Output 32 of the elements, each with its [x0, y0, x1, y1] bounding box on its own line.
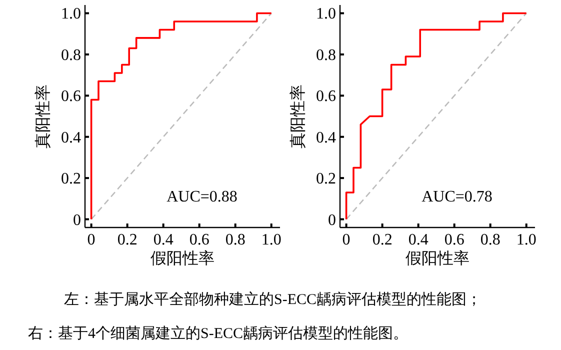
y-tick-label: 1.0: [316, 6, 336, 23]
x-tick-label: 0.2: [117, 232, 138, 248]
x-tick-label: 1.0: [516, 232, 536, 248]
x-tick-label: 0.8: [480, 232, 500, 248]
y-tick-label: 0.6: [61, 88, 81, 106]
y-tick-label: 0.6: [316, 88, 336, 106]
x-axis-title: 假阳性率: [406, 250, 470, 268]
annotation: AUC=0.88: [166, 188, 238, 206]
x-tick-label: 0.8: [225, 232, 246, 248]
y-axis-title: 真阳性率: [289, 84, 307, 148]
x-tick-label: 0: [87, 232, 96, 248]
x-tick-label: 0: [342, 232, 350, 248]
y-tick-label: 0: [328, 212, 336, 229]
y-axis-title: 真阳性率: [34, 84, 52, 148]
annotation: AUC=0.78: [422, 188, 492, 206]
y-tick-label: 0.2: [61, 170, 81, 188]
y-tick-label: 0.4: [61, 129, 81, 146]
y-tick-label: 1.0: [61, 6, 81, 23]
y-tick-label: 0.2: [316, 170, 336, 188]
x-tick-label: 0.4: [153, 232, 174, 248]
text: 右：基于4个细菌属建立的S-ECC龋病评估模型的性能图。: [28, 325, 408, 342]
x-tick-label: 0.2: [372, 232, 392, 248]
y-tick-label: 0.8: [61, 46, 81, 64]
x-axis-title: 假阳性率: [150, 250, 214, 268]
x-tick-label: 0.6: [444, 232, 464, 248]
text: 左：基于属水平全部物种建立的S-ECC龋病评估模型的性能图；: [64, 291, 482, 308]
y-tick-label: 0.8: [316, 46, 336, 64]
x-tick-label: 1.0: [261, 232, 282, 248]
y-tick-label: 0: [73, 212, 81, 229]
x-tick-label: 0.6: [189, 232, 210, 248]
x-tick-label: 0.4: [408, 232, 428, 248]
y-tick-label: 0.4: [316, 129, 336, 146]
